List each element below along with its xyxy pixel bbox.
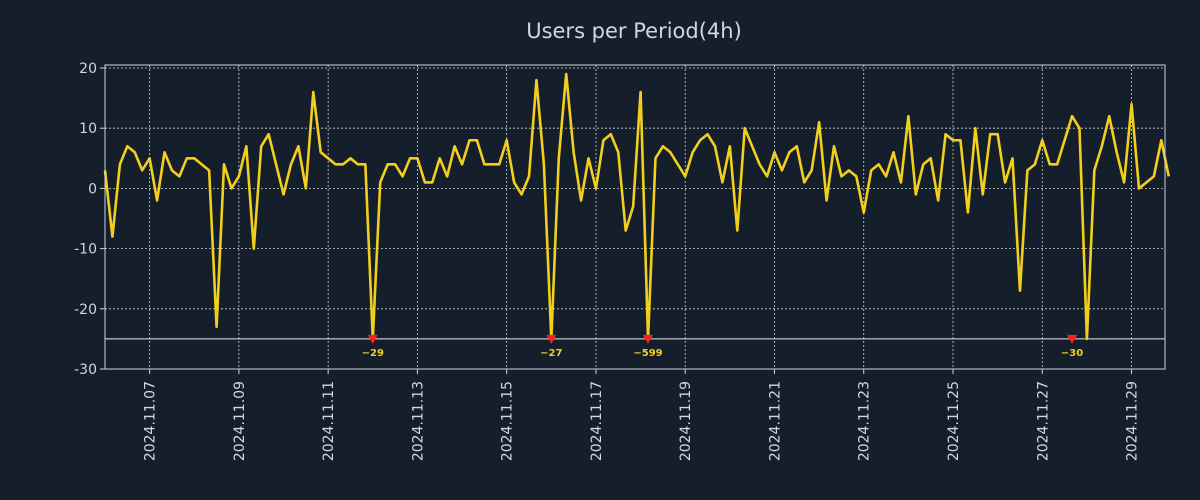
clip-marker bbox=[367, 334, 378, 344]
y-tick-label: 0 bbox=[88, 181, 97, 197]
clip-marker bbox=[546, 334, 557, 344]
x-tick-label: 2024.11.09 bbox=[232, 381, 248, 461]
x-tick-label: 2024.11.17 bbox=[589, 381, 605, 461]
x-tick-label: 2024.11.21 bbox=[767, 381, 783, 461]
x-tick-label: 2024.11.23 bbox=[857, 381, 873, 461]
plot-frame bbox=[104, 64, 1166, 370]
series-layer bbox=[103, 72, 1171, 341]
clip-value-label: −599 bbox=[633, 348, 662, 359]
x-tick-label: 2024.11.25 bbox=[946, 381, 962, 461]
chart-title: Users per Period(4h) bbox=[526, 19, 742, 43]
y-tick-label: 10 bbox=[79, 121, 97, 137]
x-tick-label: 2024.11.15 bbox=[500, 381, 516, 461]
x-tick-label: 2024.11.11 bbox=[321, 381, 337, 461]
x-tick-label: 2024.11.29 bbox=[1125, 381, 1141, 461]
y-tick-label: -20 bbox=[74, 302, 97, 318]
grid-layer bbox=[105, 65, 1165, 370]
x-tick-label: 2024.11.07 bbox=[143, 381, 159, 461]
marker-layer: −29 −27 −599 −30 bbox=[362, 334, 1083, 359]
y-tick-label: 20 bbox=[79, 61, 97, 77]
x-tick-label: 2024.11.13 bbox=[410, 381, 426, 461]
y-tick-label: -10 bbox=[74, 242, 97, 258]
clip-value-label: −29 bbox=[362, 348, 384, 359]
clip-marker bbox=[1067, 334, 1078, 344]
clip-value-label: −30 bbox=[1061, 348, 1083, 359]
x-tick-label: 2024.11.27 bbox=[1035, 381, 1051, 461]
clip-value-label: −27 bbox=[540, 348, 562, 359]
x-tick-label: 2024.11.19 bbox=[678, 381, 694, 461]
clip-marker bbox=[643, 334, 654, 344]
axis-layer: 20 10 0 -10 -20 -30 2024.11.07 2024.11.09 2024.1… bbox=[74, 61, 1140, 461]
series-line-users bbox=[103, 72, 1171, 341]
y-tick-label: -30 bbox=[74, 362, 97, 378]
